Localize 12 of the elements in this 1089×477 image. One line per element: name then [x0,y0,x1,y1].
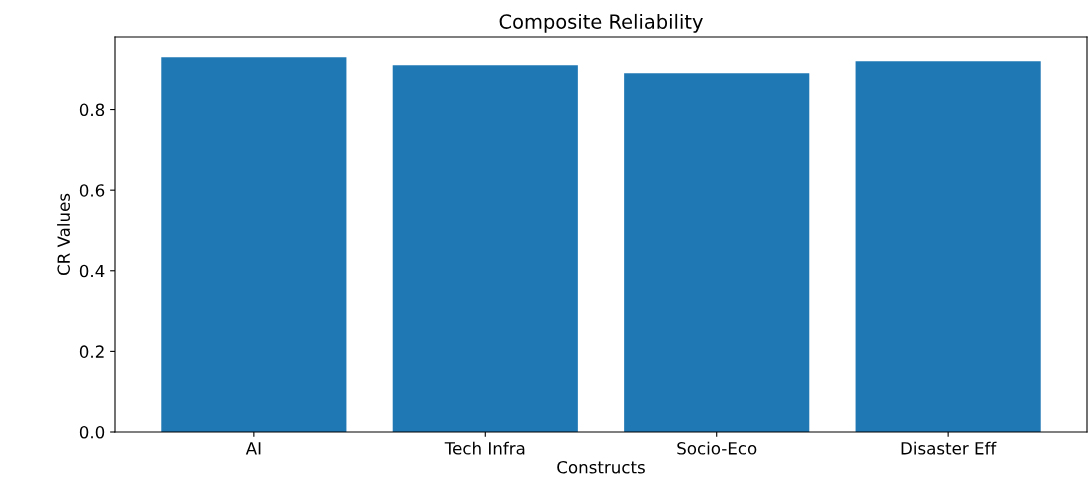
y-tick-label: 0.6 [79,184,105,197]
y-tick-label: 0.8 [79,103,105,117]
x-tick-label: AI [245,442,261,455]
chart-title: Composite Reliability [499,13,703,33]
y-tick-label: 0.0 [79,425,105,439]
y-tick-label: 0.4 [79,264,105,278]
x-axis-title: Constructs [557,460,645,474]
y-axis-title: CR Values [57,193,70,276]
x-tick-label: Tech Infra [444,441,525,455]
x-tick-label: Disaster Eff [901,441,997,455]
y-tick-label: 0.2 [79,345,104,358]
x-tick-label: Socio-Eco [677,441,757,455]
